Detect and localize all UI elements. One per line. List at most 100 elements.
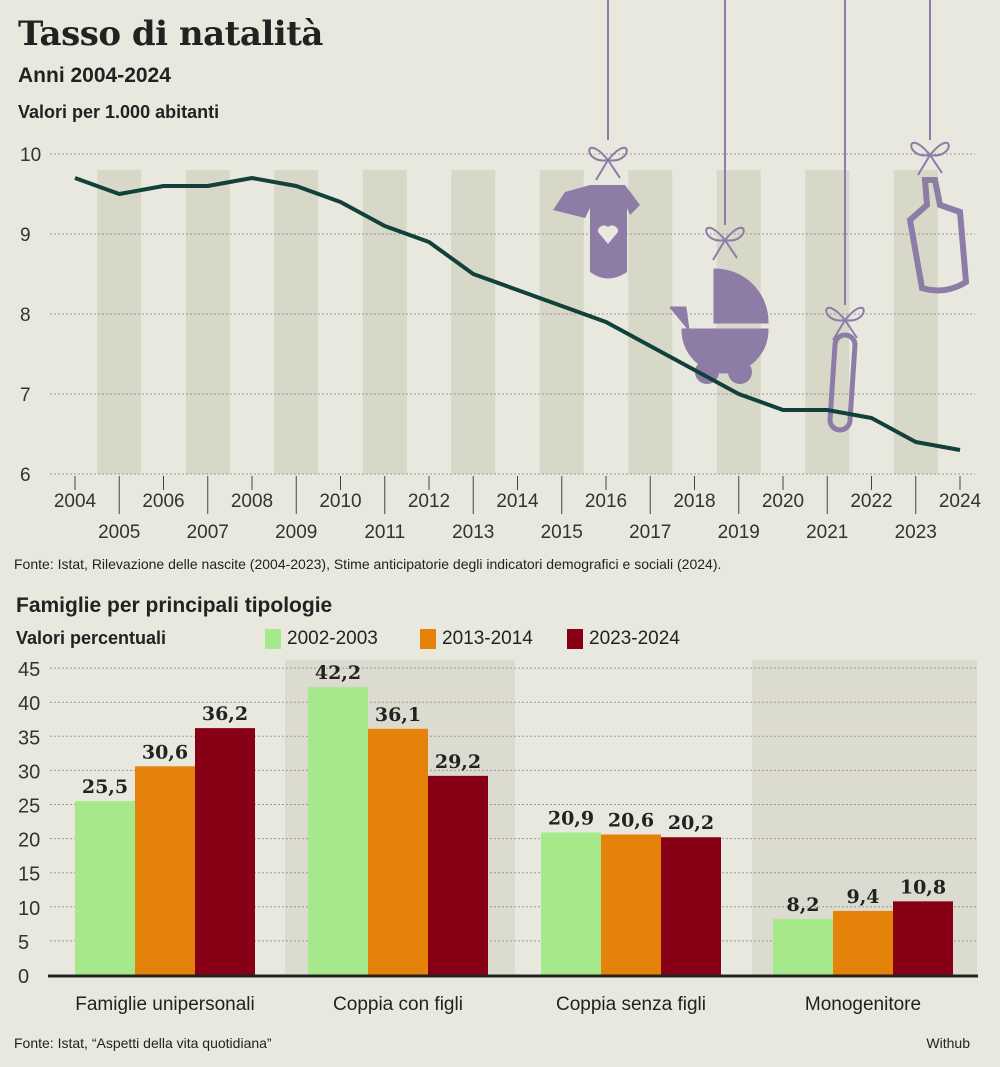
page-title: Tasso di natalità [18,14,323,54]
column-band [628,170,673,474]
category-label: Coppia senza figli [556,994,706,1015]
y-tick-label: 30 [18,761,40,783]
bar-value-label: 29,2 [435,751,481,773]
stroller-icon [670,268,769,374]
x-tick-label: 2010 [319,491,361,512]
column-band [451,170,496,474]
onesie-icon [553,185,640,279]
y-tick-label: 40 [18,693,40,715]
column-band [893,170,938,474]
line-chart-source: Fonte: Istat, Rilevazione delle nascite … [14,556,722,572]
bar-2002-2003 [308,687,368,975]
x-tick-label: 2016 [585,491,627,512]
bar-value-label: 36,2 [202,703,248,725]
heart-icon [597,225,619,244]
column-band [274,170,319,474]
ribbon-bow-icon [825,306,865,341]
bar-2013-2014 [601,834,661,975]
y-tick-label: 20 [18,830,40,852]
y-tick-label: 10 [18,898,40,920]
bar-value-label: 42,2 [315,662,361,684]
bar-2023-2024 [195,728,255,975]
y-tick-label: 6 [20,465,31,486]
bar-value-label: 9,4 [846,886,879,908]
y-tick-label: 25 [18,796,40,818]
x-tick-label: 2017 [629,522,671,543]
y-tick-label: 45 [18,659,40,681]
line-chart-unit: Valori per 1.000 abitanti [18,102,220,122]
y-tick-label: 9 [20,225,31,246]
column-band [185,170,230,474]
bar-value-label: 20,9 [548,807,594,829]
x-tick-label: 2021 [806,522,848,543]
x-tick-label: 2014 [496,491,539,512]
y-tick-label: 35 [18,727,40,749]
x-tick-label: 2004 [54,491,97,512]
legend-swatch [265,629,281,649]
y-tick-label: 7 [20,385,31,406]
bar-chart-title: Famiglie per principali tipologie [16,594,333,617]
x-tick-label: 2006 [142,491,184,512]
legend-swatch [420,629,436,649]
bar-value-label: 8,2 [786,894,819,916]
x-tick-label: 2024 [939,491,982,512]
x-tick-label: 2018 [673,491,715,512]
legend-label: 2013-2014 [442,628,533,649]
legend-swatch [567,629,583,649]
bar-value-label: 20,2 [668,812,714,834]
bar-2023-2024 [428,775,488,975]
category-label: Coppia con figli [333,994,463,1015]
x-tick-label: 2011 [364,522,405,543]
x-tick-label: 2020 [762,491,804,512]
legend-item-2013-2014: 2013-2014 [420,628,533,650]
baby-bottle-icon [906,177,970,294]
column-band [805,170,850,474]
bar-2013-2014 [833,910,893,975]
birth-rate-line [74,176,961,452]
column-band [97,170,142,474]
bar-value-label: 10,8 [900,876,946,898]
ribbon-bow-icon [588,146,628,181]
ribbon-bow-icon [705,226,745,261]
y-tick-label: 5 [18,932,29,954]
x-tick-label: 2012 [408,491,450,512]
x-tick-label: 2015 [541,522,583,543]
column-band [539,170,584,474]
legend-item-2023-2024: 2023-2024 [567,628,680,650]
legend-item-2002-2003: 2002-2003 [265,628,378,650]
stroller-wheel [728,360,752,384]
bar-2002-2003 [541,832,601,975]
x-tick-label: 2023 [895,522,937,543]
bar-value-label: 36,1 [375,704,421,726]
legend-label: 2002-2003 [287,628,378,649]
x-tick-label: 2022 [850,491,892,512]
safety-pin-icon [827,332,858,433]
y-tick-label: 8 [20,305,31,326]
y-tick-label: 10 [20,145,41,166]
y-tick-label: 0 [18,966,29,988]
category-label: Monogenitore [805,994,921,1015]
bar-value-label: 25,5 [82,776,128,798]
x-tick-label: 2007 [187,522,229,543]
x-tick-label: 2005 [98,522,140,543]
x-tick-label: 2009 [275,522,317,543]
bar-2023-2024 [893,901,953,975]
category-label: Famiglie unipersonali [75,994,255,1015]
bar-value-label: 30,6 [142,741,188,763]
bar-chart-source: Fonte: Istat, “Aspetti della vita quotid… [14,1035,272,1051]
bar-chart-unit: Valori percentuali [16,628,167,648]
y-tick-label: 15 [18,864,40,886]
bar-2002-2003 [75,801,135,975]
bar-value-label: 20,6 [608,810,654,832]
column-band [362,170,407,474]
ribbon-bow-icon [910,141,950,176]
bar-2023-2024 [661,837,721,975]
x-tick-label: 2019 [718,522,760,543]
bar-2013-2014 [368,728,428,975]
x-tick-label: 2008 [231,491,273,512]
bar-2002-2003 [773,919,833,975]
x-tick-label: 2013 [452,522,494,543]
legend-label: 2023-2024 [589,628,680,649]
